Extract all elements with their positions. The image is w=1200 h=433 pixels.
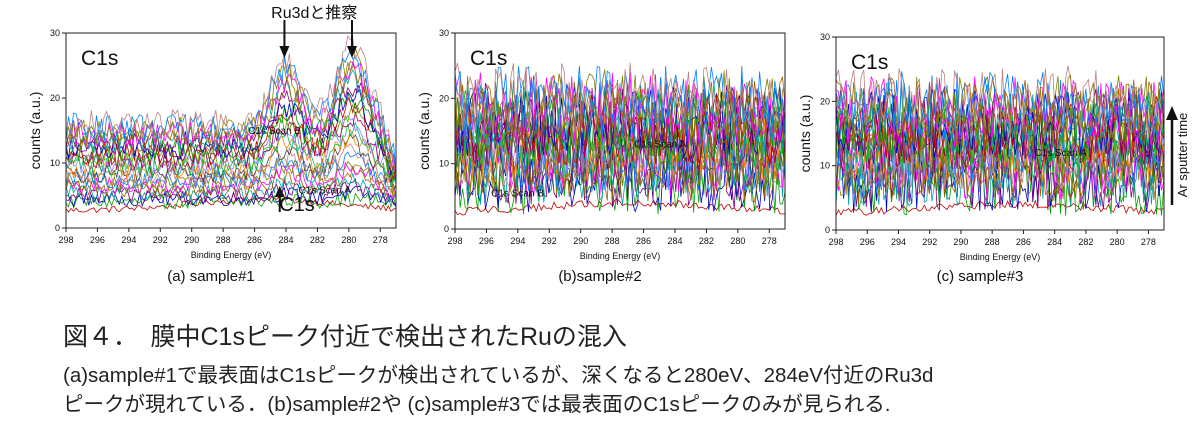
chart-panel-1: 298 296 294 292 290 288 286 284 282 280 278 0 10 20 30…: [27, 4, 397, 285]
scan-annotation: C1s Scan B: [248, 126, 301, 137]
x-tick-label: 298: [447, 236, 462, 246]
figure-caption-line-1: (a)sample#1で最表面はC1sピークが検出されているが、深くなると280…: [63, 364, 934, 387]
x-tick-label: 292: [153, 235, 168, 245]
x-tick-label: 280: [1110, 237, 1125, 247]
annotation-label: C1s: [279, 194, 315, 216]
y-tick-label: 10: [50, 158, 60, 168]
x-tick-label: 286: [1016, 237, 1031, 247]
ru3d-peak-arrow: [279, 20, 290, 58]
spectrum-trace: [65, 121, 397, 188]
y-tick-label: 10: [439, 159, 449, 169]
y-axis-label: counts (a.u.): [797, 95, 813, 173]
spectrum-trace: [65, 103, 397, 188]
scan-annotation: C1s Scan B: [491, 188, 544, 199]
plot-frame: [835, 36, 1165, 231]
x-tick-label: 286: [247, 235, 262, 245]
x-tick-label: 278: [373, 235, 388, 245]
x-tick-label: 296: [479, 236, 494, 246]
y-tick-label: 30: [820, 32, 830, 42]
figure-canvas: 298 296 294 292 290 288 286 284 282 280 278 0 10 20 30…: [27, 4, 1190, 285]
spectrum-trace: [454, 65, 786, 138]
panel-label: C1s: [470, 47, 507, 70]
scan-annotation: C1s Scan A: [634, 139, 687, 150]
x-tick-label: 284: [667, 236, 682, 246]
annotation-label: Ru3dと推察: [271, 4, 357, 22]
x-tick-label: 290: [953, 237, 968, 247]
x-tick-label: 292: [542, 236, 557, 246]
scan-annotation: C1s Scan A: [1034, 148, 1087, 159]
y-tick-label: 20: [820, 96, 830, 106]
sputter-time-arrow: Ar sputter time: [1166, 106, 1190, 205]
c1s-peak-arrow: [274, 186, 285, 212]
x-tick-label: 290: [184, 235, 199, 245]
spectrum-trace: [65, 128, 397, 197]
x-tick-label: 288: [216, 235, 231, 245]
x-tick-label: 280: [341, 235, 356, 245]
x-tick-label: 298: [58, 235, 73, 245]
x-tick-label: 282: [1078, 237, 1093, 247]
x-tick-label: 282: [310, 235, 325, 245]
x-tick-label: 296: [860, 237, 875, 247]
x-tick-label: 292: [922, 237, 937, 247]
x-tick-label: 296: [90, 235, 105, 245]
x-tick-label: 294: [121, 235, 136, 245]
y-tick-label: 30: [50, 28, 60, 38]
spectrum-trace: [454, 62, 786, 135]
x-axis-label: Binding Energy (eV): [191, 250, 272, 260]
y-tick-label: 0: [825, 225, 830, 235]
spectrum-trace: [454, 76, 786, 148]
y-tick-label: 0: [55, 223, 60, 233]
x-axis-label: Binding Energy (eV): [960, 252, 1041, 262]
panel-caption: (b)sample#2: [558, 268, 641, 285]
spectrum-trace: [65, 84, 397, 183]
x-tick-label: 284: [278, 235, 293, 245]
spectrum-trace: [65, 60, 397, 172]
chart-panel-3: 298 296 294 292 290 288 286 284 282 280 278 0 10 20 30…: [797, 32, 1165, 285]
x-tick-label: 280: [730, 236, 745, 246]
plot-frame: [454, 32, 786, 230]
y-tick-label: 20: [50, 93, 60, 103]
figure-title: 図４． 膜中C1sピーク付近で検出されたRuの混入: [63, 323, 627, 351]
x-tick-label: 278: [762, 236, 777, 246]
x-tick-label: 294: [510, 236, 525, 246]
x-tick-label: 288: [605, 236, 620, 246]
x-tick-label: 286: [636, 236, 651, 246]
spectrum-trace: [835, 120, 1165, 190]
y-tick-label: 0: [444, 224, 449, 234]
figure-caption-line-2: ピークが現れている．(b)sample#2や (c)sample#3では最表面の…: [63, 393, 891, 416]
y-tick-label: 30: [439, 28, 449, 38]
x-tick-label: 288: [985, 237, 1000, 247]
panel-label: C1s: [81, 47, 118, 70]
x-tick-label: 298: [828, 237, 843, 247]
spectrum-trace: [835, 79, 1165, 150]
x-tick-label: 284: [1047, 237, 1062, 247]
ru3d-peak-arrow: [347, 20, 357, 58]
x-tick-label: 290: [573, 236, 588, 246]
sputter-time-label: Ar sputter time: [1175, 113, 1190, 198]
spectrum-trace: [65, 195, 397, 214]
x-axis-label: Binding Energy (eV): [580, 251, 661, 261]
y-tick-label: 10: [820, 161, 830, 171]
y-axis-label: counts (a.u.): [27, 92, 43, 170]
panel-label: C1s: [851, 51, 888, 74]
spectrum-trace: [454, 198, 786, 216]
chart-panel-2: 298 296 294 292 290 288 286 284 282 280 278 0 10 20 30…: [416, 28, 786, 285]
x-tick-label: 282: [699, 236, 714, 246]
y-tick-label: 20: [439, 93, 449, 103]
x-tick-label: 294: [891, 237, 906, 247]
spectrum-trace: [835, 65, 1165, 137]
panel-caption: (a) sample#1: [167, 268, 255, 285]
plot-frame: [65, 32, 397, 229]
spectrum-trace: [65, 151, 397, 200]
scan-annotation: C1s Scan A: [299, 186, 352, 197]
x-tick-label: 278: [1141, 237, 1156, 247]
spectrum-trace: [65, 35, 397, 166]
y-axis-label: counts (a.u.): [416, 92, 432, 170]
panel-caption: (c) sample#3: [937, 268, 1024, 285]
spectrum-trace: [65, 143, 397, 199]
